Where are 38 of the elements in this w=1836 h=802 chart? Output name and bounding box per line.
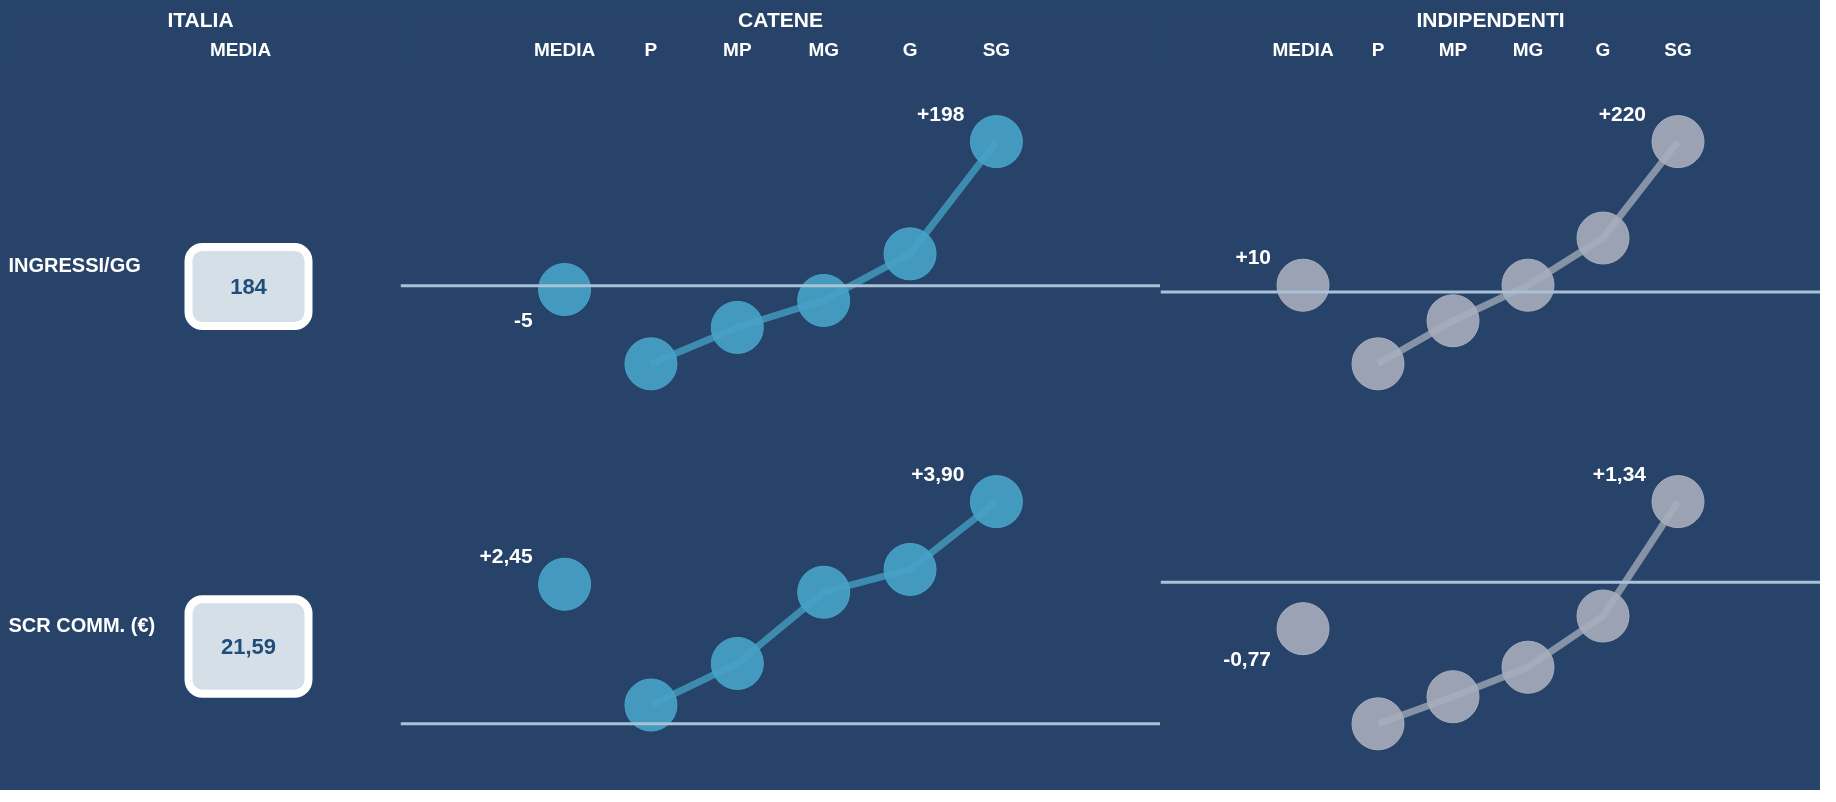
text: INGRESSI/GG [8, 253, 141, 276]
data-label: -0,77 [1223, 646, 1272, 670]
point [538, 263, 592, 316]
point [624, 337, 678, 391]
x-tick-label: SG [1664, 38, 1692, 60]
point [1351, 337, 1405, 391]
x-tick-label: P [644, 38, 658, 60]
text: 184 [230, 274, 268, 299]
x-tick-label: G [1595, 38, 1611, 60]
x-tick-label: SG [982, 38, 1011, 60]
data-label: +198 [917, 101, 965, 125]
x-tick-label: MP [1438, 38, 1468, 60]
x-tick-label: MP [723, 38, 752, 60]
text: SCR COMM. (€) [8, 613, 156, 636]
point [969, 475, 1023, 529]
x-tick-label: MG [1512, 38, 1544, 60]
x-tick-label: P [1371, 38, 1385, 60]
chart-title: CATENE [738, 7, 823, 31]
point [538, 557, 592, 611]
text: 21,59 [220, 634, 277, 659]
point [969, 115, 1023, 169]
x-tick-label: MEDIA [533, 38, 596, 60]
data-label: +10 [1235, 245, 1271, 269]
data-label: -5 [513, 307, 533, 331]
data-label: +1,34 [1592, 461, 1647, 485]
point [1351, 697, 1405, 751]
point [1276, 602, 1330, 656]
x-tick-label: MEDIA [1272, 38, 1334, 60]
data-label: +2,45 [479, 544, 533, 568]
point [1651, 475, 1705, 529]
text: ITALIA [167, 7, 234, 31]
data-label: +220 [1598, 101, 1647, 125]
data-label: +3,90 [911, 461, 965, 485]
chart-title: INDIPENDENTI [1416, 7, 1565, 31]
point [1276, 258, 1330, 312]
x-tick-label: G [902, 38, 918, 60]
x-tick-label: MG [808, 38, 839, 60]
point [1651, 115, 1705, 169]
